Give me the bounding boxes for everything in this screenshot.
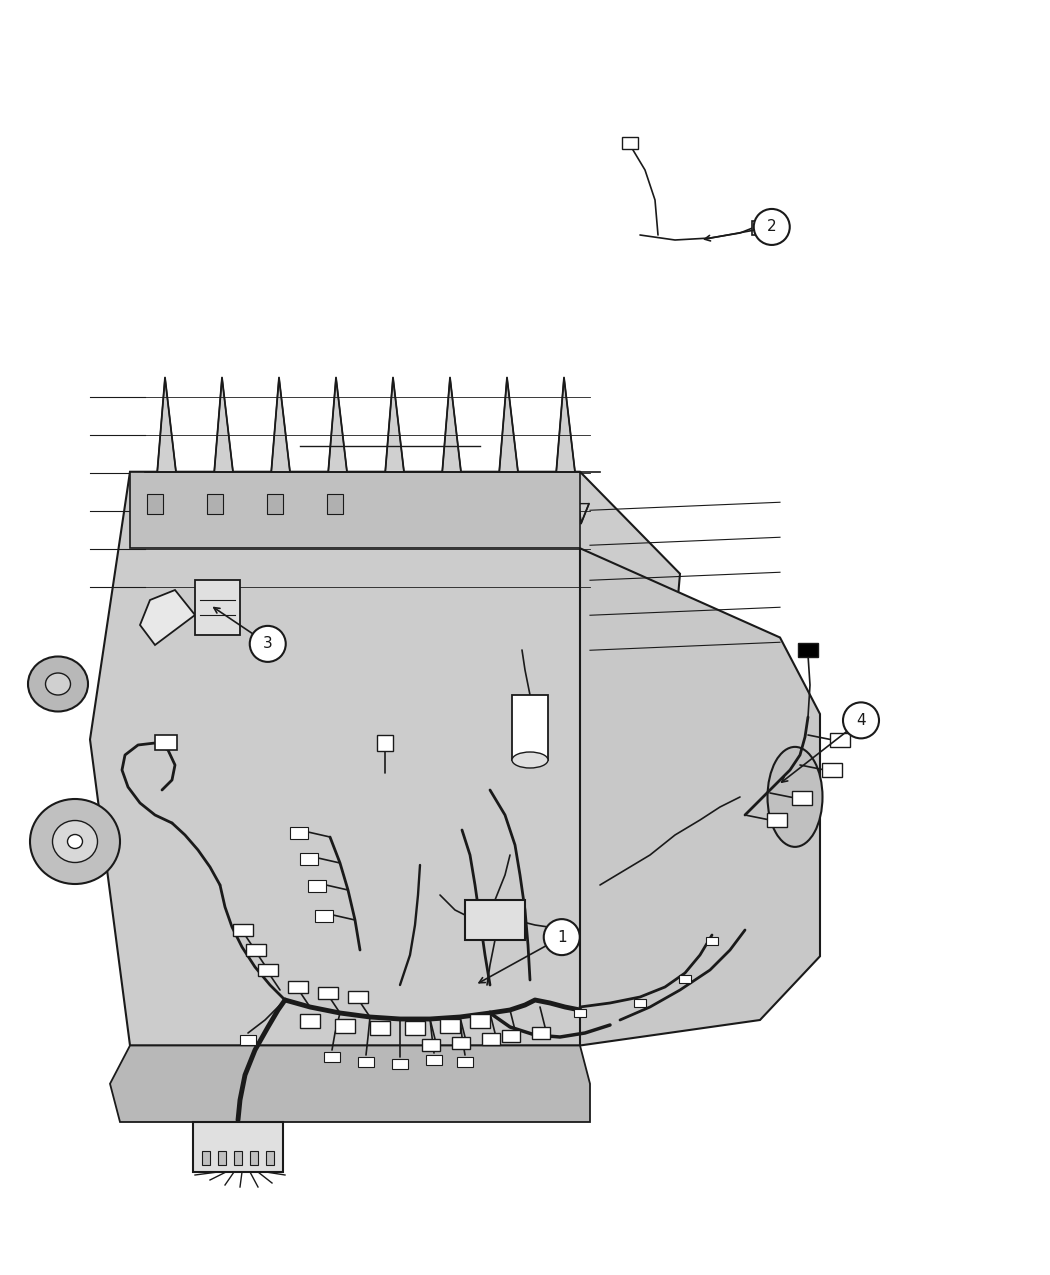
Bar (532, 1026, 550, 1039)
Polygon shape (145, 377, 190, 524)
Bar (202, 1151, 210, 1165)
Bar (822, 762, 842, 776)
Polygon shape (487, 377, 532, 524)
Ellipse shape (768, 747, 822, 847)
Bar (266, 1151, 274, 1165)
Bar (218, 1151, 226, 1165)
Bar (512, 695, 548, 760)
Polygon shape (544, 377, 589, 524)
Bar (250, 1151, 258, 1165)
Bar (465, 900, 525, 940)
Polygon shape (430, 377, 475, 524)
Bar (234, 1151, 242, 1165)
Polygon shape (580, 548, 820, 1046)
Bar (308, 880, 326, 892)
Bar (370, 1021, 390, 1035)
Bar (358, 1057, 374, 1067)
Polygon shape (140, 590, 195, 645)
Bar (207, 493, 223, 514)
Bar (706, 937, 718, 945)
Text: 3: 3 (262, 636, 273, 652)
Bar (155, 734, 177, 750)
Bar (348, 991, 368, 1003)
Bar (318, 987, 338, 1000)
Bar (752, 221, 770, 235)
Bar (290, 827, 308, 839)
Polygon shape (110, 1046, 590, 1122)
Bar (195, 580, 240, 635)
Bar (193, 1122, 284, 1172)
Bar (240, 1035, 256, 1046)
Bar (288, 980, 308, 993)
Bar (792, 790, 812, 805)
Bar (440, 1019, 460, 1033)
Bar (392, 1060, 408, 1068)
Bar (267, 493, 284, 514)
Bar (766, 813, 788, 827)
Bar (300, 853, 318, 864)
Circle shape (544, 919, 580, 955)
Polygon shape (373, 377, 418, 524)
Bar (470, 1014, 490, 1028)
Bar (622, 136, 638, 149)
Bar (324, 1052, 340, 1062)
Bar (574, 1009, 586, 1017)
Text: 1: 1 (556, 929, 567, 945)
Bar (502, 1030, 520, 1042)
Bar (798, 643, 818, 657)
Polygon shape (316, 377, 361, 524)
Bar (405, 1021, 425, 1035)
Bar (679, 975, 691, 983)
Circle shape (754, 209, 790, 245)
Bar (457, 1057, 472, 1067)
Circle shape (250, 626, 286, 662)
Ellipse shape (52, 821, 98, 862)
Ellipse shape (45, 673, 70, 695)
Ellipse shape (512, 752, 548, 768)
Bar (377, 734, 393, 751)
Text: 4: 4 (856, 713, 866, 728)
Bar (147, 493, 163, 514)
Bar (426, 1054, 442, 1065)
Polygon shape (202, 377, 247, 524)
Ellipse shape (30, 799, 120, 884)
Bar (233, 924, 253, 936)
Polygon shape (259, 377, 304, 524)
Bar (482, 1033, 500, 1045)
Polygon shape (130, 472, 580, 548)
Bar (246, 944, 266, 956)
Bar (258, 964, 278, 975)
Bar (335, 1019, 355, 1033)
Text: 2: 2 (766, 219, 777, 235)
Bar (315, 910, 333, 922)
Ellipse shape (67, 835, 83, 848)
Bar (300, 1014, 320, 1028)
Bar (327, 493, 343, 514)
Polygon shape (90, 472, 680, 1046)
Circle shape (843, 703, 879, 738)
Ellipse shape (28, 657, 88, 711)
Bar (634, 1000, 646, 1007)
Bar (422, 1039, 440, 1051)
Bar (830, 733, 850, 747)
Bar (452, 1037, 470, 1049)
